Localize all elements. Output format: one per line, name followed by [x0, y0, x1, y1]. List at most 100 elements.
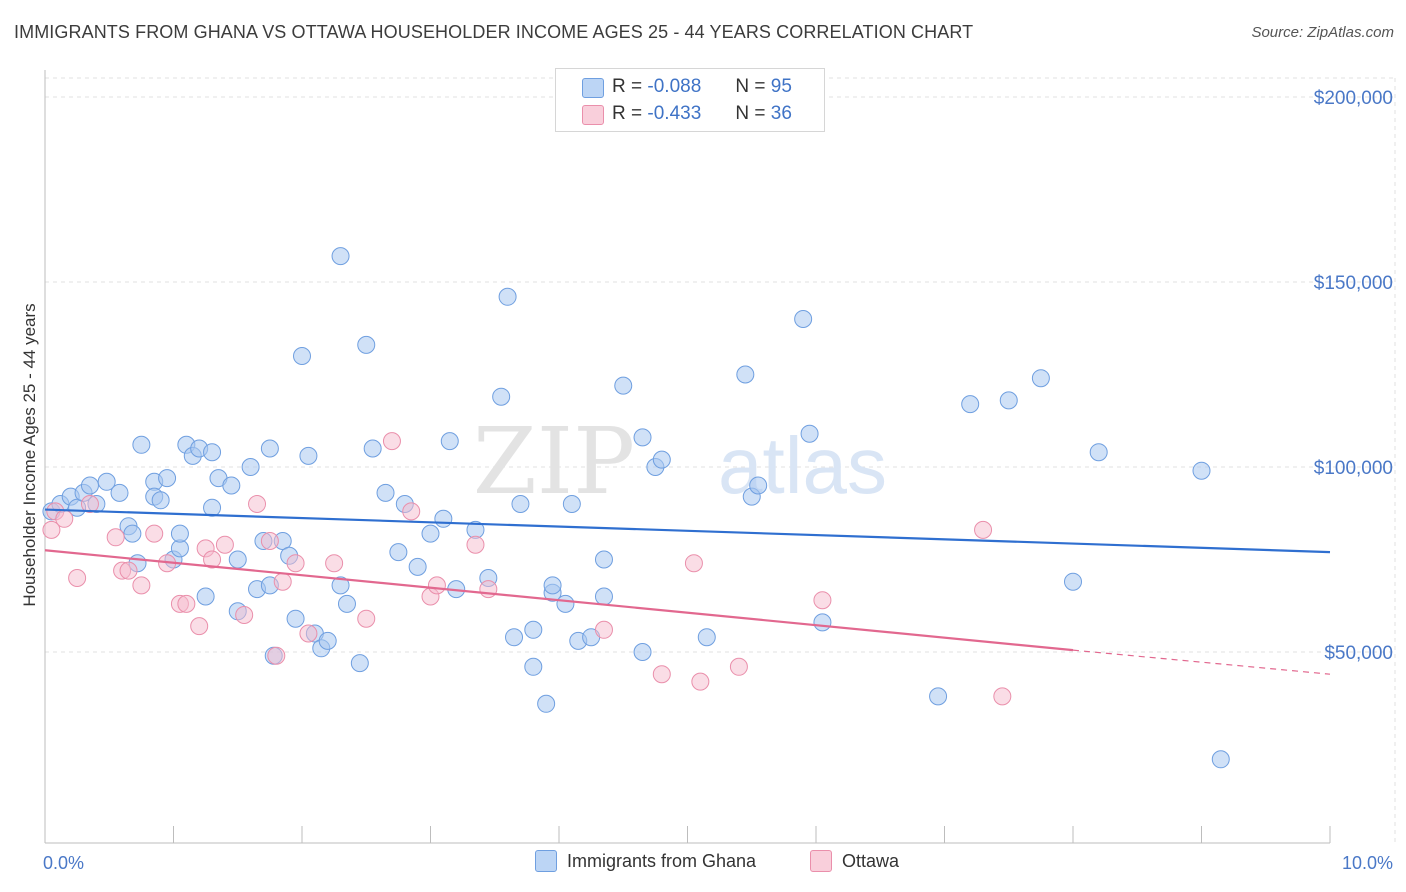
data-point-ghana: [614, 376, 633, 395]
data-point-ghana: [562, 495, 581, 513]
data-point-ottawa: [235, 606, 254, 624]
data-point-ottawa: [479, 580, 498, 599]
data-point-ottawa: [299, 624, 318, 643]
data-point-ottawa: [267, 646, 286, 665]
data-point-ottawa: [993, 687, 1012, 706]
data-point-ghana: [389, 543, 408, 562]
data-point-ghana: [222, 476, 241, 495]
data-point-ottawa: [260, 532, 279, 550]
data-point-ghana: [1064, 572, 1082, 591]
data-point-ghana: [633, 428, 652, 447]
bottom-legend-label-ghana: Immigrants from Ghana: [567, 850, 757, 871]
data-point-ghana: [736, 365, 755, 384]
data-point-ghana: [999, 391, 1018, 410]
data-point-ghana: [434, 509, 453, 528]
data-point-ottawa: [813, 591, 832, 610]
data-point-ottawa: [248, 495, 267, 513]
data-point-ghana: [299, 446, 318, 465]
trend-lines: [44, 508, 1331, 675]
y-tick-label: $50,000: [1324, 643, 1393, 664]
r-label: R =: [612, 103, 643, 124]
data-point-ottawa: [106, 528, 125, 547]
bottom-legend-label-ottawa: Ottawa: [842, 850, 900, 871]
trend-line-ghana: [44, 508, 1331, 554]
bottom-legend-ottawa: Ottawa: [810, 850, 899, 872]
axes: [44, 70, 1331, 844]
data-point-ghana: [331, 576, 350, 595]
r-label: R =: [612, 76, 643, 97]
series-ghana-points: [42, 247, 1230, 769]
data-point-ottawa: [974, 520, 993, 539]
data-point-ghana: [331, 247, 350, 266]
data-point-ottawa: [286, 554, 305, 573]
bottom-legend-ghana: Immigrants from Ghana: [535, 850, 756, 872]
data-point-ghana: [132, 435, 151, 454]
data-point-ghana: [505, 628, 524, 647]
data-point-ghana: [80, 476, 99, 495]
chart-title: IMMIGRANTS FROM GHANA VS OTTAWA HOUSEHOL…: [14, 22, 974, 42]
r-value: -0.088: [647, 76, 702, 97]
data-point-ghana: [794, 310, 813, 328]
data-point-ghana: [363, 439, 382, 458]
data-point-ghana: [697, 628, 716, 647]
n-value: 95: [770, 76, 792, 97]
tick-labels: $200,000 $150,000 $100,000 $50,000 0.0% …: [43, 88, 1393, 873]
data-point-ghana: [203, 443, 222, 462]
data-point-ottawa: [203, 550, 222, 569]
data-point-ottawa: [119, 561, 138, 580]
data-point-ottawa: [42, 520, 61, 539]
data-point-ghana: [511, 495, 530, 513]
data-point-ghana: [633, 643, 652, 661]
data-point-ottawa: [55, 509, 74, 528]
x-tick-label-right: 10.0%: [1342, 853, 1393, 873]
data-point-ottawa: [402, 502, 421, 521]
data-point-ghana: [376, 483, 395, 502]
data-point-ghana: [594, 550, 613, 569]
legend-row-ottawa: R = -0.433 N = 36: [612, 101, 792, 127]
legend-swatch-ottawa: [582, 105, 604, 125]
data-point-ghana: [337, 594, 356, 613]
data-point-ottawa: [594, 620, 613, 639]
data-point-ghana: [196, 587, 215, 606]
data-point-ghana: [203, 498, 222, 517]
data-point-ghana: [408, 557, 427, 576]
data-point-ghana: [170, 524, 189, 543]
r-value: -0.433: [647, 103, 702, 124]
data-point-ghana: [286, 609, 305, 628]
data-point-ghana: [440, 432, 459, 451]
data-point-ghana: [357, 335, 376, 354]
data-point-ghana: [594, 587, 613, 606]
data-point-ghana: [929, 687, 948, 706]
data-point-ghana: [318, 631, 337, 650]
data-point-ottawa: [80, 495, 99, 513]
data-point-ghana: [492, 387, 511, 406]
data-point-ottawa: [466, 535, 485, 554]
zipatlas-watermark: ZIP atlas: [473, 408, 887, 515]
data-point-ghana: [260, 439, 279, 458]
data-point-ghana: [498, 287, 517, 306]
data-point-ghana: [1192, 461, 1211, 480]
data-point-ghana: [1031, 369, 1050, 388]
data-point-ghana: [1089, 443, 1108, 462]
data-point-ghana: [110, 483, 129, 502]
legend-row-ghana: R = -0.088 N = 95: [612, 74, 792, 100]
data-point-ghana: [158, 469, 177, 488]
data-point-ghana: [123, 524, 142, 543]
data-point-ghana: [241, 458, 260, 476]
data-point-ottawa: [145, 524, 164, 543]
source-credit: Source: ZipAtlas.com: [1251, 24, 1394, 41]
data-point-ghana: [421, 524, 440, 543]
data-point-ottawa: [132, 576, 151, 595]
n-value: 36: [770, 103, 792, 124]
data-point-ghana: [97, 472, 116, 491]
data-point-ghana: [961, 395, 980, 414]
data-point-ghana: [749, 476, 768, 495]
data-point-ottawa: [273, 572, 292, 591]
data-point-ottawa: [427, 576, 446, 595]
watermark-zip: ZIP: [473, 408, 635, 515]
data-point-ottawa: [691, 672, 710, 691]
data-point-ghana: [543, 576, 562, 595]
correlation-legend: R = -0.088 N = 95 R = -0.433 N = 36: [555, 68, 825, 132]
data-point-ghana: [537, 694, 556, 713]
data-point-ottawa: [729, 657, 748, 676]
